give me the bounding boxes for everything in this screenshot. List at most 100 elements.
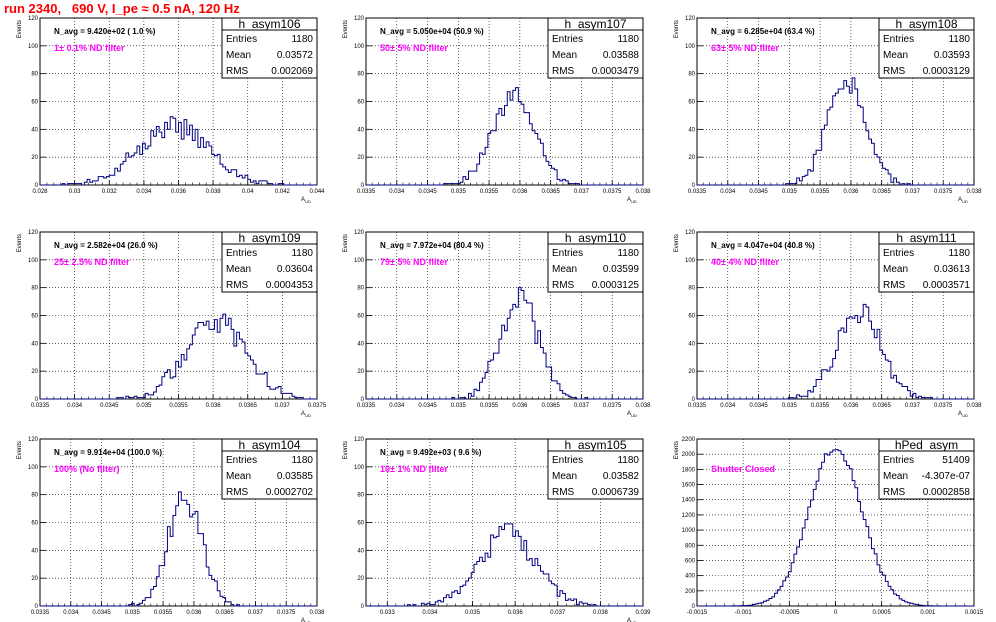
y-tick-label: 40 <box>31 127 38 133</box>
x-axis-label: AUD <box>301 618 311 622</box>
stats-key: Mean <box>883 50 908 61</box>
x-tick-label: 0.034 <box>422 610 438 616</box>
n-avg-label: N_avg = 9.914e+04 (100.0 %) <box>54 448 162 457</box>
histogram-line <box>40 313 317 400</box>
y-tick-label: 40 <box>357 127 364 133</box>
y-tick-label: 120 <box>28 230 39 236</box>
stats-value: 0.03599 <box>603 264 640 275</box>
stats-key: Mean <box>226 264 251 275</box>
histogram-panel-h_asym111: 0.0335 0.034 0.0345 0.035 0.0355 0.036 0.0365 0… <box>674 230 982 418</box>
stats-value: 1180 <box>948 34 970 45</box>
x-tick-label: 0.0345 <box>100 403 119 409</box>
x-tick-label: 0.035 <box>451 403 467 409</box>
x-tick-label: 0.0375 <box>934 403 953 409</box>
histogram-line <box>40 491 317 607</box>
histogram-panel-h_asym107: 0.0335 0.034 0.0345 0.035 0.0355 0.036 0.0365 0… <box>343 16 651 204</box>
y-tick-label: 60 <box>31 314 38 320</box>
x-tick-label: 0.034 <box>67 403 83 409</box>
filter-label: 100% (No filter) <box>54 464 120 474</box>
stats-value: 0.0003479 <box>592 66 640 77</box>
stats-value: 1180 <box>617 455 639 466</box>
x-tick-label: 0.0345 <box>418 403 437 409</box>
stats-key: RMS <box>552 280 575 291</box>
stats-title: h_asym111 <box>896 231 957 245</box>
y-tick-label: 20 <box>688 155 695 161</box>
n-avg-label: N_avg = 9.420e+02 ( 1.0 %) <box>54 27 156 36</box>
y-tick-label: 100 <box>354 258 365 264</box>
stats-key: RMS <box>226 487 249 498</box>
y-tick-label: 40 <box>688 341 695 347</box>
y-tick-label: 0 <box>35 604 39 610</box>
x-tick-label: -0.001 <box>735 610 753 616</box>
y-tick-label: 0 <box>35 397 39 403</box>
x-tick-label: 0.0335 <box>688 189 707 195</box>
y-axis-label: Events <box>17 234 23 252</box>
x-tick-label: 0.035 <box>451 189 467 195</box>
stats-value: 0.0006739 <box>592 487 640 498</box>
y-tick-label: 1200 <box>682 513 696 519</box>
filter-label: 50± 5% ND filter <box>380 43 448 53</box>
y-tick-label: 1000 <box>682 528 696 534</box>
n-avg-label: N_avg = 9.492e+03 ( 9.6 %) <box>380 448 482 457</box>
x-axis-label: AUD <box>958 197 968 204</box>
stats-key: Mean <box>226 50 251 61</box>
x-tick-label: 0.0345 <box>418 189 437 195</box>
x-tick-label: 0.0355 <box>480 403 499 409</box>
x-tick-label: 0.034 <box>136 189 152 195</box>
stats-value: 1180 <box>948 248 970 259</box>
x-tick-label: 0.044 <box>309 189 325 195</box>
stats-key: Entries <box>226 34 257 45</box>
y-tick-label: 80 <box>31 286 38 292</box>
x-tick-label: 0.0355 <box>169 403 188 409</box>
x-tick-label: 0.035 <box>125 610 141 616</box>
histogram-line <box>697 77 974 186</box>
x-tick-label: 0.0335 <box>688 403 707 409</box>
histogram-panel-hPed_asym: -0.0015 -0.001 -0.0005 0 0.0005 0.001 0.0015 0 2… <box>674 437 984 616</box>
x-tick-label: 0.0355 <box>811 189 830 195</box>
histogram-panel-h_asym105: 0.033 0.034 0.035 0.036 0.037 0.038 0.039 0 20 40… <box>343 437 651 622</box>
stats-box <box>221 231 318 293</box>
stats-key: Entries <box>552 455 583 466</box>
x-tick-label: 0.036 <box>186 610 202 616</box>
y-tick-label: 800 <box>685 543 696 549</box>
x-tick-label: 0.0335 <box>31 610 50 616</box>
y-tick-label: 20 <box>357 155 364 161</box>
stats-value: 0.0003125 <box>592 280 640 291</box>
stats-key: Mean <box>552 471 577 482</box>
y-tick-label: 120 <box>685 16 696 22</box>
y-tick-label: 60 <box>31 100 38 106</box>
stats-value: 0.0003571 <box>923 280 971 291</box>
y-tick-label: 20 <box>31 369 38 375</box>
y-tick-label: 20 <box>31 155 38 161</box>
y-tick-label: 20 <box>357 576 364 582</box>
stats-key: Mean <box>552 50 577 61</box>
x-tick-label: 0.036 <box>171 189 187 195</box>
y-tick-label: 80 <box>357 493 364 499</box>
stats-value: 1180 <box>291 455 313 466</box>
y-tick-label: 100 <box>354 44 365 50</box>
y-tick-label: 80 <box>688 72 695 78</box>
x-tick-label: 0.036 <box>843 189 859 195</box>
stats-box <box>221 438 318 500</box>
y-tick-label: 200 <box>685 589 696 595</box>
x-tick-label: 0.0345 <box>749 189 768 195</box>
y-tick-label: 60 <box>357 314 364 320</box>
x-tick-label: 0.0335 <box>357 189 376 195</box>
y-axis-label: Events <box>17 441 23 459</box>
stats-box <box>878 231 975 293</box>
y-tick-label: 2200 <box>682 437 696 443</box>
x-tick-label: 0.0375 <box>277 610 296 616</box>
y-tick-label: 60 <box>357 521 364 527</box>
y-tick-label: 80 <box>357 286 364 292</box>
y-tick-label: 80 <box>357 72 364 78</box>
y-tick-label: 0 <box>692 183 696 189</box>
y-tick-label: 120 <box>354 230 365 236</box>
y-tick-label: 100 <box>28 465 39 471</box>
stats-value: 1180 <box>617 34 639 45</box>
y-tick-label: 100 <box>354 465 365 471</box>
stats-key: RMS <box>883 66 906 77</box>
stats-title: h_asym104 <box>238 438 300 452</box>
y-tick-label: 20 <box>31 576 38 582</box>
x-tick-label: 0.042 <box>275 189 291 195</box>
x-tick-label: 0.038 <box>966 403 982 409</box>
